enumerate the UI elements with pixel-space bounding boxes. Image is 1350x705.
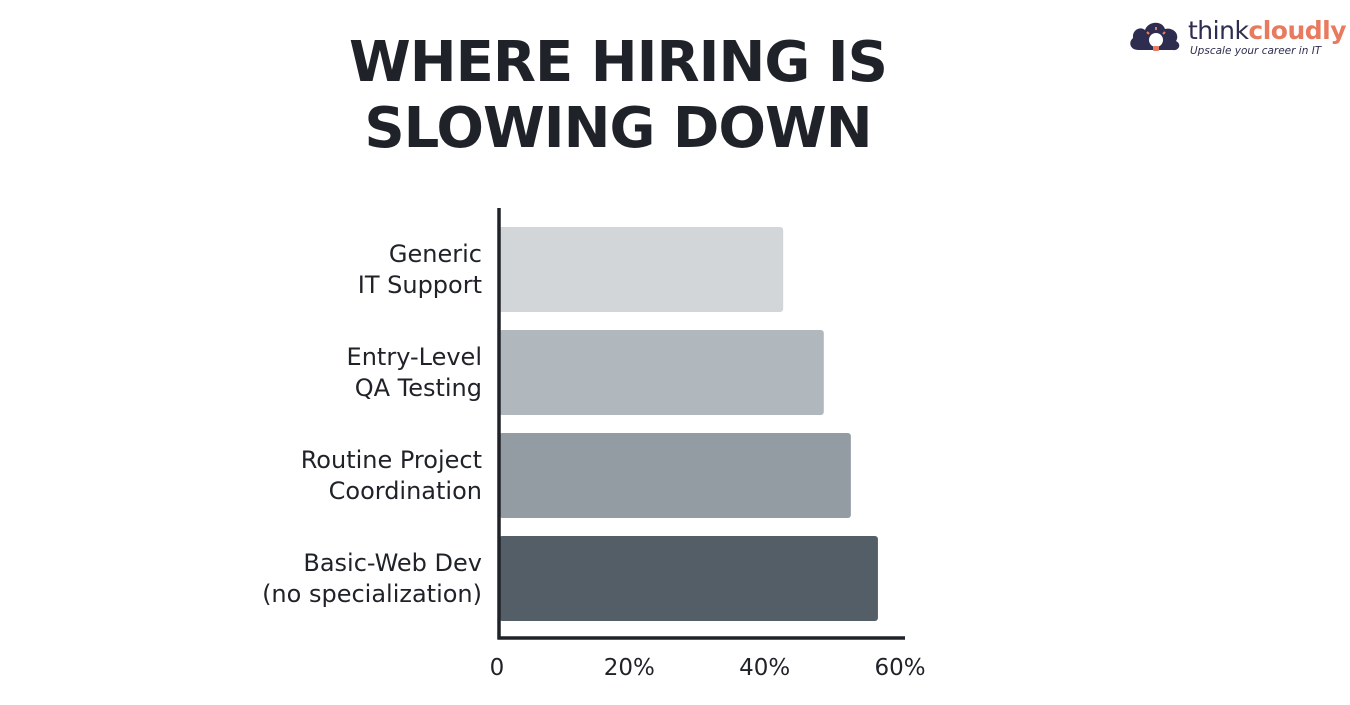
bar-1 <box>499 330 824 415</box>
chart-title-line-2: SLOWING DOWN <box>364 96 872 161</box>
x-tick-label-0: 0 <box>490 655 505 681</box>
bar-2 <box>499 433 851 518</box>
category-label-0-line-1: IT Support <box>358 271 482 299</box>
brand-tagline: Upscale your career in IT <box>1190 45 1322 57</box>
chart-title-line-1: WHERE HIRING IS <box>349 30 888 95</box>
category-label-1-line-0: Entry-Level <box>347 343 482 371</box>
x-tick-label-1: 20% <box>604 655 655 681</box>
brand-name-cloudly: cloudly <box>1248 16 1347 45</box>
chart-title: WHERE HIRING IS SLOWING DOWN <box>0 30 1236 162</box>
category-label-0-line-0: Generic <box>389 240 482 268</box>
x-tick-label-2: 40% <box>739 655 790 681</box>
brand-logo: thinkcloudly Upscale your career in IT <box>1128 14 1347 64</box>
category-label-2-line-1: Coordination <box>329 477 482 505</box>
bar-0 <box>499 227 784 312</box>
category-label-1-line-1: QA Testing <box>355 374 482 402</box>
category-label-3: Basic-Web Dev (no specialization) <box>262 549 482 608</box>
category-label-1: Entry-Level QA Testing <box>347 343 482 402</box>
bar-3 <box>499 536 878 621</box>
category-label-2-line-0: Routine Project <box>301 446 482 474</box>
category-label-2: Routine Project Coordination <box>301 446 482 505</box>
category-label-3-line-0: Basic-Web Dev <box>303 549 482 577</box>
category-label-0: Generic IT Support <box>358 240 482 299</box>
cloud-lightbulb-icon <box>1130 22 1180 51</box>
brand-name: thinkcloudly <box>1188 16 1347 46</box>
brand-name-think: think <box>1188 16 1249 45</box>
x-tick-label-3: 60% <box>874 655 925 681</box>
category-label-3-line-1: (no specialization) <box>262 580 482 608</box>
